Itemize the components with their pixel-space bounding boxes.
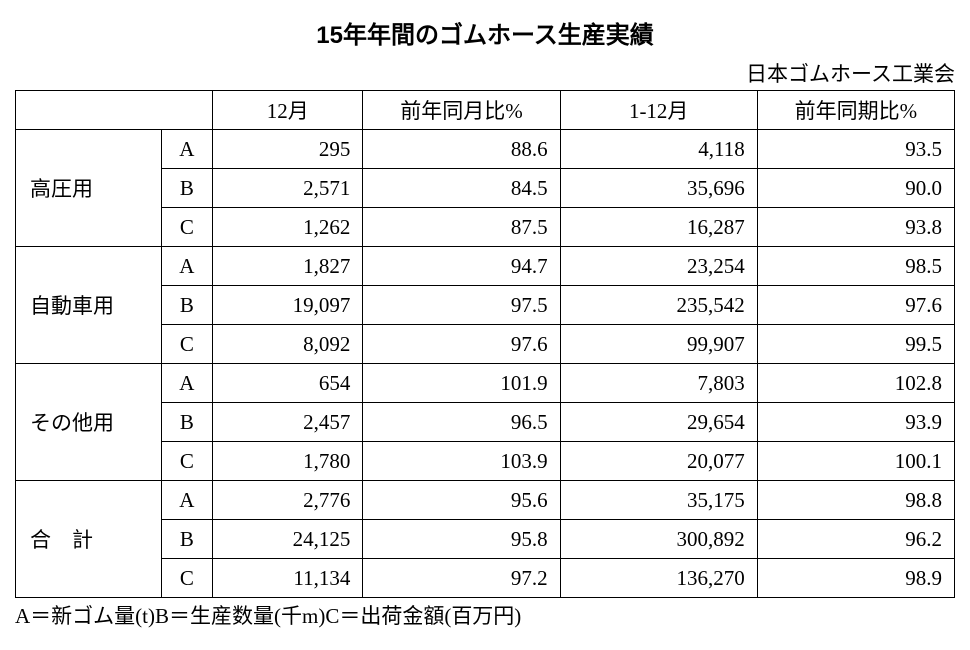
cell-value: 235,542: [560, 286, 757, 325]
cell-value: 97.2: [363, 559, 560, 598]
header-col-1: 前年同月比%: [363, 91, 560, 130]
sub-label: B: [161, 169, 213, 208]
cell-value: 97.6: [363, 325, 560, 364]
cell-value: 103.9: [363, 442, 560, 481]
source-line: 日本ゴムホース工業会: [15, 58, 955, 88]
cell-value: 19,097: [213, 286, 363, 325]
table-row: その他用A654101.97,803102.8: [16, 364, 955, 403]
table-row: 自動車用A1,82794.723,25498.5: [16, 247, 955, 286]
sub-label: C: [161, 559, 213, 598]
cell-value: 87.5: [363, 208, 560, 247]
cell-value: 96.2: [757, 520, 954, 559]
cell-value: 97.6: [757, 286, 954, 325]
category-label: 自動車用: [16, 247, 162, 364]
table-row: 合 計A2,77695.635,17598.8: [16, 481, 955, 520]
cell-value: 94.7: [363, 247, 560, 286]
cell-value: 99.5: [757, 325, 954, 364]
cell-value: 2,776: [213, 481, 363, 520]
sub-label: C: [161, 325, 213, 364]
sub-label: C: [161, 208, 213, 247]
cell-value: 93.5: [757, 130, 954, 169]
cell-value: 136,270: [560, 559, 757, 598]
cell-value: 2,571: [213, 169, 363, 208]
cell-value: 2,457: [213, 403, 363, 442]
cell-value: 98.8: [757, 481, 954, 520]
cell-value: 95.8: [363, 520, 560, 559]
table-header-row: 12月 前年同月比% 1-12月 前年同期比%: [16, 91, 955, 130]
sub-label: C: [161, 442, 213, 481]
header-blank: [16, 91, 213, 130]
sub-label: A: [161, 130, 213, 169]
sub-label: A: [161, 481, 213, 520]
cell-value: 16,287: [560, 208, 757, 247]
cell-value: 1,780: [213, 442, 363, 481]
sub-label: A: [161, 247, 213, 286]
cell-value: 93.8: [757, 208, 954, 247]
cell-value: 84.5: [363, 169, 560, 208]
production-table: 12月 前年同月比% 1-12月 前年同期比% 高圧用A29588.64,118…: [15, 90, 955, 598]
cell-value: 1,262: [213, 208, 363, 247]
cell-value: 98.9: [757, 559, 954, 598]
cell-value: 35,175: [560, 481, 757, 520]
cell-value: 98.5: [757, 247, 954, 286]
sub-label: B: [161, 520, 213, 559]
category-label: 合 計: [16, 481, 162, 598]
header-col-3: 前年同期比%: [757, 91, 954, 130]
cell-value: 99,907: [560, 325, 757, 364]
cell-value: 88.6: [363, 130, 560, 169]
cell-value: 95.6: [363, 481, 560, 520]
cell-value: 29,654: [560, 403, 757, 442]
page-title: 15年年間のゴムホース生産実績: [15, 15, 955, 50]
cell-value: 23,254: [560, 247, 757, 286]
header-col-0: 12月: [213, 91, 363, 130]
cell-value: 90.0: [757, 169, 954, 208]
cell-value: 8,092: [213, 325, 363, 364]
table-row: 高圧用A29588.64,11893.5: [16, 130, 955, 169]
category-label: その他用: [16, 364, 162, 481]
cell-value: 11,134: [213, 559, 363, 598]
sub-label: B: [161, 403, 213, 442]
cell-value: 24,125: [213, 520, 363, 559]
category-label: 高圧用: [16, 130, 162, 247]
cell-value: 295: [213, 130, 363, 169]
sub-label: B: [161, 286, 213, 325]
cell-value: 97.5: [363, 286, 560, 325]
footnote: A＝新ゴム量(t)B＝生産数量(千m)C＝出荷金額(百万円): [15, 600, 955, 630]
header-col-2: 1-12月: [560, 91, 757, 130]
cell-value: 102.8: [757, 364, 954, 403]
cell-value: 20,077: [560, 442, 757, 481]
cell-value: 7,803: [560, 364, 757, 403]
sub-label: A: [161, 364, 213, 403]
cell-value: 1,827: [213, 247, 363, 286]
cell-value: 35,696: [560, 169, 757, 208]
cell-value: 96.5: [363, 403, 560, 442]
cell-value: 4,118: [560, 130, 757, 169]
table-body: 高圧用A29588.64,11893.5B2,57184.535,69690.0…: [16, 130, 955, 598]
cell-value: 654: [213, 364, 363, 403]
cell-value: 101.9: [363, 364, 560, 403]
cell-value: 100.1: [757, 442, 954, 481]
cell-value: 93.9: [757, 403, 954, 442]
cell-value: 300,892: [560, 520, 757, 559]
